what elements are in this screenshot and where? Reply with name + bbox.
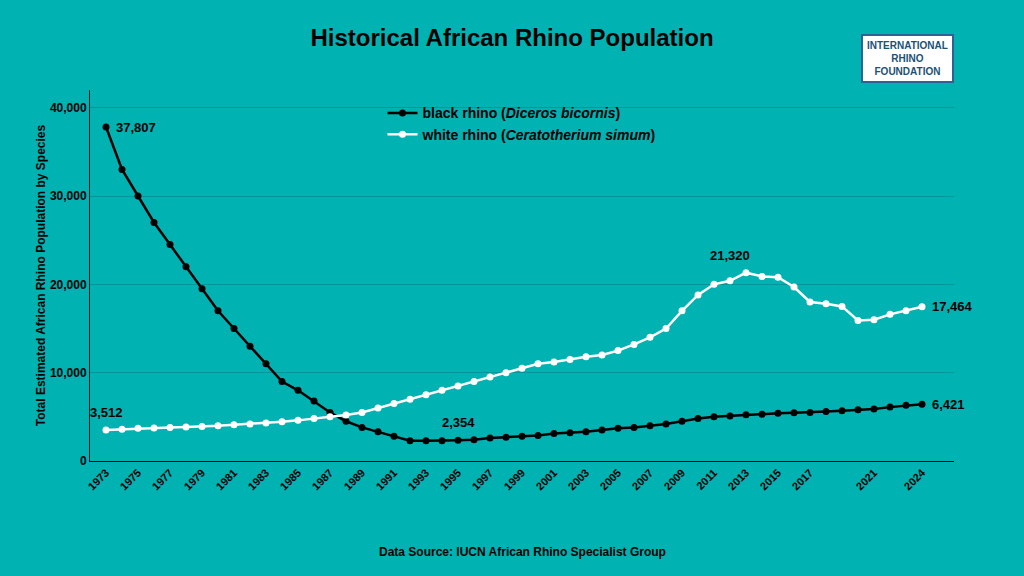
- svg-text:white rhino (Ceratotherium sim: white rhino (Ceratotherium simum): [422, 127, 656, 143]
- svg-text:1977: 1977: [150, 467, 176, 493]
- svg-text:37,807: 37,807: [116, 120, 156, 135]
- svg-text:2009: 2009: [662, 467, 688, 493]
- svg-text:2024: 2024: [902, 466, 928, 492]
- svg-text:INTERNATIONALRHINOFOUNDATION: INTERNATIONALRHINOFOUNDATION: [867, 40, 948, 77]
- svg-text:1993: 1993: [406, 467, 432, 493]
- svg-text:0: 0: [80, 454, 87, 468]
- svg-text:3,512: 3,512: [90, 405, 123, 420]
- svg-text:1981: 1981: [214, 467, 240, 493]
- svg-text:21,320: 21,320: [710, 248, 750, 263]
- svg-text:1997: 1997: [470, 467, 496, 493]
- svg-text:2015: 2015: [758, 467, 784, 493]
- svg-text:Historical African Rhino Popul: Historical African Rhino Population: [310, 24, 713, 51]
- svg-text:1999: 1999: [502, 467, 528, 493]
- svg-text:1985: 1985: [278, 467, 304, 493]
- svg-text:1973: 1973: [86, 467, 112, 493]
- svg-text:2021: 2021: [854, 467, 880, 493]
- svg-text:2017: 2017: [790, 467, 816, 493]
- svg-text:1995: 1995: [438, 467, 464, 493]
- svg-text:2011: 2011: [694, 467, 719, 492]
- svg-text:2,354: 2,354: [442, 415, 475, 430]
- svg-text:20,000: 20,000: [50, 278, 87, 292]
- svg-text:1991: 1991: [374, 467, 400, 493]
- svg-text:Total Estimated African Rhino: Total Estimated African Rhino Population…: [34, 124, 48, 426]
- svg-text:2013: 2013: [726, 467, 752, 493]
- svg-text:2007: 2007: [630, 467, 656, 493]
- svg-text:2005: 2005: [598, 467, 624, 493]
- svg-text:1987: 1987: [310, 467, 336, 493]
- svg-text:black rhino (Diceros bicornis): black rhino (Diceros bicornis): [423, 105, 621, 121]
- svg-text:1975: 1975: [118, 467, 144, 493]
- svg-text:6,421: 6,421: [932, 397, 965, 412]
- svg-text:1979: 1979: [182, 467, 208, 493]
- svg-text:17,464: 17,464: [932, 299, 973, 314]
- svg-text:30,000: 30,000: [50, 189, 87, 203]
- svg-text:1989: 1989: [342, 467, 368, 493]
- svg-text:40,000: 40,000: [50, 101, 87, 115]
- svg-text:Data Source: IUCN African Rhin: Data Source: IUCN African Rhino Speciali…: [379, 545, 666, 559]
- svg-text:2001: 2001: [534, 467, 560, 493]
- svg-text:2003: 2003: [566, 467, 592, 493]
- svg-text:1983: 1983: [246, 467, 272, 493]
- svg-text:10,000: 10,000: [50, 366, 87, 380]
